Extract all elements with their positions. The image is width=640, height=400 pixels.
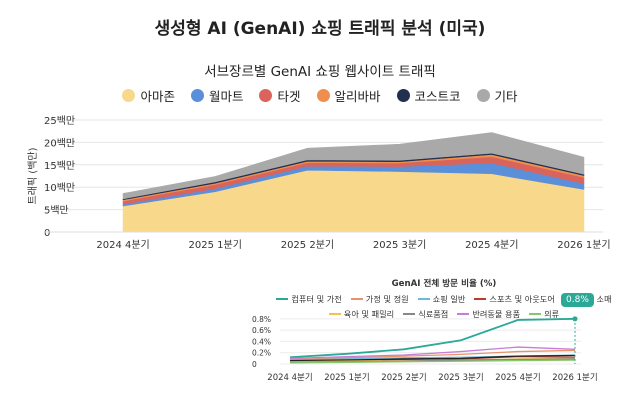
line-series-0 <box>289 317 576 359</box>
legend-item: 코스트코 <box>396 86 461 105</box>
y-tick-label: 5백만 <box>44 205 69 217</box>
line-legend-swatch <box>457 313 470 315</box>
line-legend-label: 반려동물 용품 <box>472 309 521 319</box>
line-legend-label: 의류 <box>544 309 560 319</box>
area-series-5 <box>122 132 585 200</box>
legend-swatch <box>259 89 273 102</box>
area-chart-title: 서브장르별 GenAI 쇼핑 웹사이트 트래픽 <box>204 64 436 80</box>
line-legend-swatch <box>529 313 542 315</box>
line-series-8 <box>289 359 576 364</box>
line-legend-swatch <box>474 298 487 300</box>
line-y-tick-label: 0.6% <box>252 326 271 335</box>
line-legend-item: 쇼핑 일반 <box>417 293 466 305</box>
legend-item: 알리바바 <box>316 86 381 105</box>
line-chart-title: GenAI 전체 방문 비율 (%) <box>391 279 497 289</box>
line-legend-label: 식료품점 <box>418 309 449 319</box>
line-legend-swatch <box>328 313 341 315</box>
line-legend-item: 의류 <box>529 308 559 320</box>
line-legend-label: 스포츠 및 아웃도어 <box>489 294 555 304</box>
highlight-point <box>572 316 578 322</box>
line-series-7 <box>289 346 576 360</box>
y-tick-label: 15백만 <box>44 160 75 172</box>
y-tick-label: 25백만 <box>44 115 75 127</box>
line-legend-label: 뷰티 소매 <box>578 294 612 304</box>
legend-swatch <box>316 89 330 102</box>
line-series-4 <box>289 354 576 362</box>
line-legend-label: 육아 및 패밀리 <box>343 309 395 319</box>
line-legend-item: 육아 및 패밀리 <box>328 308 395 320</box>
y-axis-label: 트래픽 (백만) <box>27 147 39 204</box>
legend-swatch <box>396 89 410 102</box>
legend-label: 알리바바 <box>334 89 381 104</box>
y-tick-label: 20백만 <box>44 137 75 149</box>
line-legend-swatch <box>276 298 289 300</box>
area-chart-legend: 아마존 월마트 타겟 알리바바 코스트코 기타 <box>0 86 640 105</box>
line-x-tick-label: 2025 1분기 <box>324 373 369 383</box>
legend-item: 월마트 <box>190 86 244 105</box>
line-legend-label: 가정 및 정원 <box>365 294 409 304</box>
legend-label: 기타 <box>494 89 518 104</box>
legend-label: 코스트코 <box>414 89 461 104</box>
line-y-tick-label: 0.8% <box>252 315 271 324</box>
line-legend-item: 스포츠 및 아웃도어 <box>474 293 555 305</box>
legend-label: 아마존 <box>140 89 175 104</box>
x-tick-label: 2024 4분기 <box>96 239 149 251</box>
line-x-tick-label: 2024 4분기 <box>267 373 312 383</box>
y-tick-label: 0 <box>44 228 50 239</box>
line-legend-item: 컴퓨터 및 가전 <box>276 293 342 305</box>
line-legend-label: 쇼핑 일반 <box>432 294 466 304</box>
legend-item: 기타 <box>476 86 518 105</box>
line-legend-label: 컴퓨터 및 가전 <box>291 294 342 304</box>
line-legend-swatch <box>350 298 363 300</box>
legend-swatch <box>190 89 204 102</box>
line-legend-item: 식료품점 <box>403 308 448 320</box>
line-x-tick-label: 2026 1분기 <box>552 373 597 383</box>
line-series-1 <box>289 349 576 361</box>
x-tick-label: 2025 1분기 <box>189 239 242 251</box>
line-chart-legend: GenAI 전체 방문 비율 (%) 컴퓨터 및 가전 가정 및 정원 쇼핑 일반 스… <box>258 277 630 323</box>
x-tick-label: 2025 3분기 <box>373 239 426 251</box>
page-title: 생성형 AI (GenAI) 쇼핑 트래픽 분석 (미국) <box>154 19 486 39</box>
x-tick-label: 2025 2분기 <box>281 239 334 251</box>
line-legend-item: 가정 및 정원 <box>350 293 409 305</box>
legend-swatch <box>122 89 136 102</box>
legend-swatch <box>476 89 490 102</box>
line-y-tick-label: 0 <box>252 360 257 369</box>
y-tick-label: 10백만 <box>44 182 75 194</box>
legend-item: 타겟 <box>259 86 301 105</box>
line-y-tick-label: 0.4% <box>252 337 271 346</box>
line-legend-swatch <box>417 298 430 300</box>
legend-item: 아마존 <box>122 86 175 105</box>
area-chart: 25백만 20백만 15백만 10백만 5백만 0 트래픽 (백만) 2024 4분기 2025… <box>27 115 611 251</box>
annotation-bubble: 0.8% <box>561 293 594 307</box>
line-chart: 0.8% 0.6% 0.4% 0.2% 0 2024 4분기 2025 1분기 2025 2분… <box>252 315 598 383</box>
line-y-tick-label: 0.2% <box>252 349 271 358</box>
line-x-tick-label: 2025 3분기 <box>438 373 483 383</box>
legend-label: 월마트 <box>208 89 244 104</box>
line-legend-item: 반려동물 용품 <box>457 308 520 320</box>
x-tick-label: 2026 1분기 <box>557 239 610 251</box>
legend-label: 타겟 <box>277 89 301 104</box>
x-tick-label: 2025 4분기 <box>465 239 518 251</box>
line-x-tick-label: 2025 4분기 <box>495 373 540 383</box>
area-series-0 <box>122 169 585 233</box>
line-x-tick-label: 2025 2분기 <box>381 373 426 383</box>
line-legend-swatch <box>403 313 416 315</box>
